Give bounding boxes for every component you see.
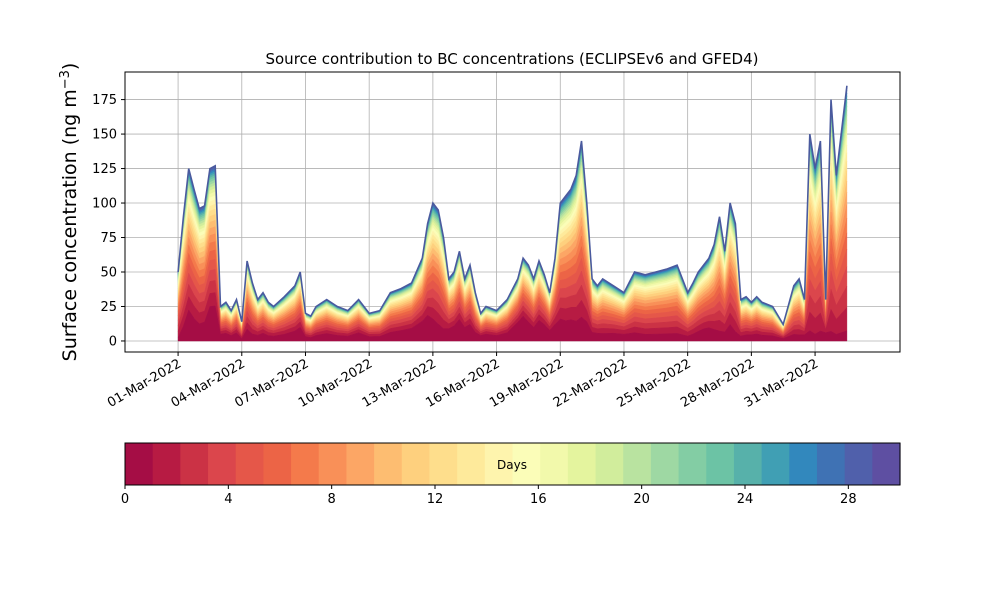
- colorbar-segment: [346, 443, 375, 485]
- area-layer-day-0: [177, 305, 848, 342]
- colorbar-segment: [318, 443, 348, 485]
- x-axis-ticks: 01-Mar-202204-Mar-202207-Mar-202210-Mar-…: [105, 352, 821, 411]
- colorbar-segment: [429, 443, 458, 485]
- colorbar-segment: [678, 443, 707, 485]
- colorbar-segment: [595, 443, 624, 485]
- colorbar-segment: [733, 443, 763, 485]
- colorbar-tick-label: 16: [530, 492, 547, 507]
- colorbar-tick-label: 12: [427, 492, 444, 507]
- colorbar-segment: [125, 443, 154, 485]
- y-axis-label-close: ): [59, 63, 81, 70]
- colorbar-segment: [180, 443, 209, 485]
- colorbar-segment: [484, 443, 514, 485]
- colorbar-segment: [761, 443, 790, 485]
- chart-title: Source contribution to BC concentrations…: [265, 50, 758, 68]
- colorbar-tick-label: 28: [840, 492, 857, 507]
- y-tick-label: 50: [100, 266, 117, 281]
- colorbar-segment: [374, 443, 403, 485]
- y-axis-label-superscript: −3: [58, 70, 73, 89]
- y-tick-label: 125: [92, 162, 117, 177]
- colorbar-ticks: 0 4 8 12 16 20 24 28: [121, 485, 857, 507]
- colorbar-tick-label: 0: [121, 492, 129, 507]
- colorbar-segment: [152, 443, 181, 485]
- area-layers: [177, 85, 848, 342]
- colorbar-segment: [540, 443, 569, 485]
- colorbar-segment: [208, 443, 237, 485]
- axes-frame: [124, 71, 901, 353]
- y-tick-label: 150: [92, 128, 117, 143]
- colorbar-tick-label: 24: [737, 492, 754, 507]
- colorbar-tick-label: 8: [328, 492, 336, 507]
- colorbar-frame: [124, 442, 901, 486]
- colorbar-segment: [235, 443, 264, 485]
- y-tick-label: 175: [92, 93, 117, 108]
- total-outline: [177, 85, 848, 327]
- y-tick-label: 25: [100, 300, 117, 315]
- y-tick-label: 100: [92, 197, 117, 212]
- colorbar-segment: [567, 443, 597, 485]
- colorbar-segment: [844, 443, 873, 485]
- y-axis-label: Surface concentration (ng m−3): [58, 63, 81, 362]
- colorbar-segment: [816, 443, 846, 485]
- colorbar-label: Days: [497, 458, 527, 472]
- y-tick-label: 0: [109, 334, 117, 349]
- colorbar-segment: [291, 443, 320, 485]
- colorbar-segment: [872, 443, 901, 485]
- colorbar-segment: [263, 443, 292, 485]
- colorbar: [125, 443, 901, 485]
- y-tick-label: 75: [100, 231, 117, 246]
- y-axis-ticks: 0 25 50 75 100 125 150 175: [92, 93, 125, 349]
- colorbar-segment: [457, 443, 486, 485]
- colorbar-segment: [789, 443, 818, 485]
- colorbar-tick-label: 4: [224, 492, 232, 507]
- colorbar-tick-label: 20: [633, 492, 650, 507]
- colorbar-segment: [401, 443, 431, 485]
- colorbar-segment: [623, 443, 652, 485]
- colorbar-segment: [706, 443, 735, 485]
- colorbar-segment: [512, 443, 541, 485]
- colorbar-segment: [650, 443, 680, 485]
